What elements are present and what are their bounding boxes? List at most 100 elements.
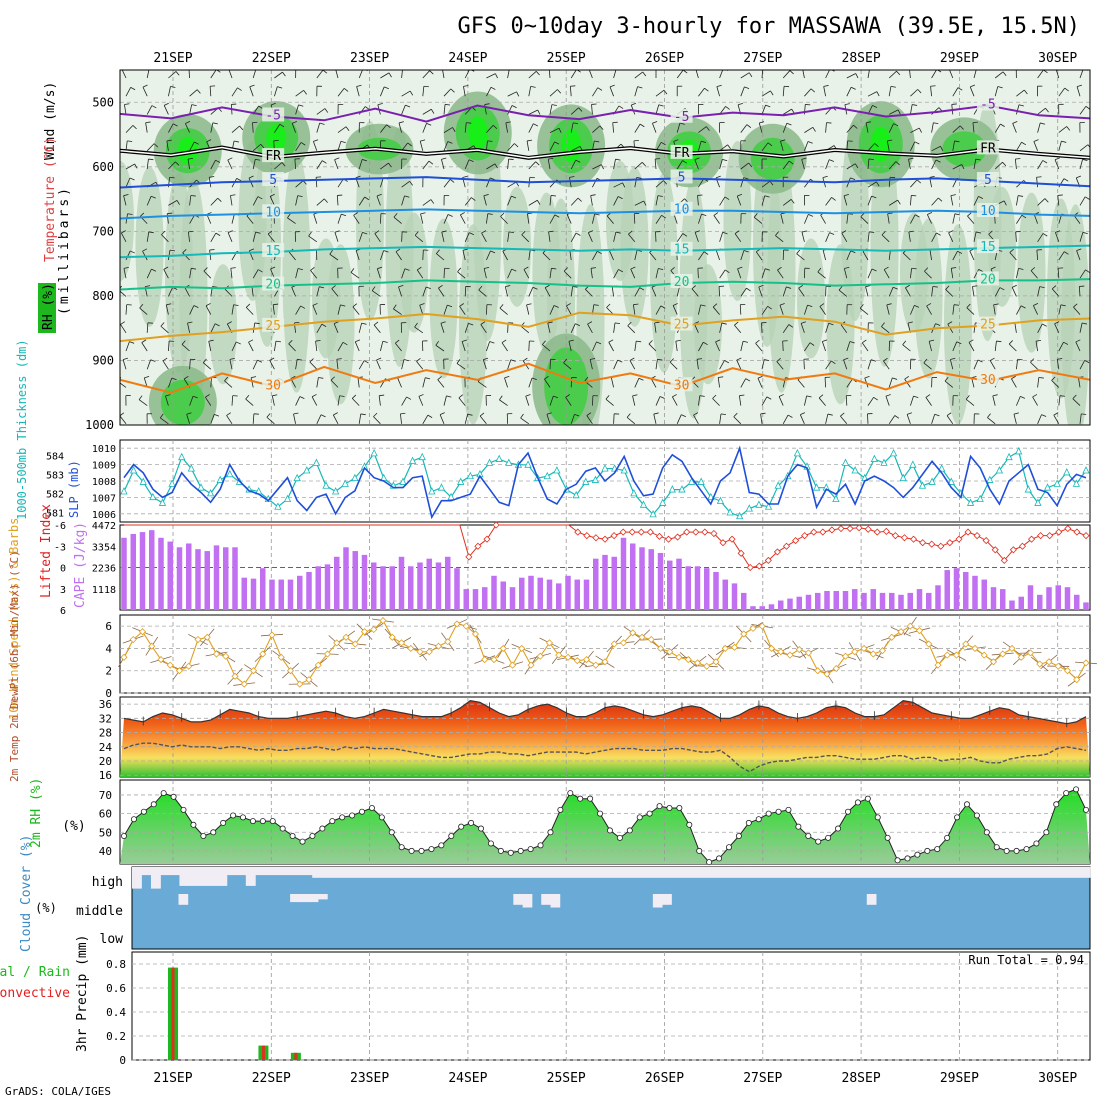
wind-speed-point	[314, 661, 322, 669]
wind-barb-flag	[734, 321, 739, 326]
wind-speed-point	[666, 648, 674, 656]
wind-barb-flag	[948, 230, 954, 234]
wind-barb-flag	[190, 195, 196, 197]
isotherm-label-bg	[670, 144, 693, 159]
wind-barb-flag	[1081, 322, 1088, 325]
wind-barb-flag	[300, 305, 306, 309]
li-point	[1073, 528, 1081, 536]
wind-barb	[401, 396, 407, 406]
wind-barb	[125, 163, 135, 170]
wind-barb	[182, 252, 190, 261]
wind-barb-flag	[893, 123, 899, 127]
wind-speed-point	[1045, 658, 1053, 666]
wind-barb-flag	[356, 84, 362, 87]
wind-barb	[655, 89, 665, 97]
wind-barb-flag	[122, 67, 127, 69]
wind-barb	[189, 104, 193, 115]
wind-speed-point	[656, 644, 665, 652]
cape-bar	[852, 589, 858, 610]
wind-barb-flag	[452, 127, 456, 132]
wind-speed-point	[323, 650, 332, 658]
wind-barb-flag	[355, 339, 361, 343]
wind-barb-flag	[715, 175, 721, 179]
wind-barb	[804, 141, 809, 151]
wind-barb-flag	[388, 162, 392, 168]
wind-barb	[1079, 106, 1087, 115]
wind-barb	[797, 379, 805, 388]
wind-barb	[910, 127, 920, 133]
wind-speed-point	[823, 670, 831, 678]
wind-barb	[146, 196, 152, 206]
wind-barb	[886, 140, 890, 151]
wind-barb	[460, 214, 466, 224]
wind-barb	[334, 232, 339, 242]
wind-barb	[777, 269, 784, 279]
wind-barb-flag	[531, 377, 537, 380]
wind-barb	[358, 323, 363, 333]
wind-barb-flag	[127, 140, 133, 142]
wind-barb	[800, 323, 805, 333]
wind-barb	[486, 87, 492, 97]
rh-point	[517, 847, 524, 854]
wind-barb-flag	[331, 285, 336, 289]
wind-barb-flag	[966, 303, 971, 308]
li-point	[873, 528, 881, 536]
wind-barb	[478, 289, 487, 297]
wind-barb-flag	[807, 141, 813, 144]
wind-barb	[397, 378, 402, 388]
cape-bar	[630, 543, 636, 610]
wind-barb	[761, 322, 763, 333]
wind-barb-flag	[682, 233, 688, 237]
cloud-high-bar	[596, 867, 607, 878]
wind-barb	[520, 326, 530, 334]
wind-barb	[401, 268, 406, 279]
cape-bar	[278, 579, 284, 610]
wind-speed-point	[619, 639, 628, 647]
wind-barb-flag	[639, 287, 645, 291]
wind-barb-flag	[724, 360, 730, 364]
wind-barb	[401, 231, 403, 242]
wind-barb	[1009, 252, 1017, 261]
wind-barb-flag	[887, 212, 893, 215]
wind-barb-flag	[618, 105, 624, 109]
wind-barb	[464, 323, 469, 333]
wind-barb-flag	[822, 339, 828, 342]
wind-barb	[138, 399, 148, 406]
wind-barb-flag	[599, 125, 604, 130]
wind-barb	[358, 232, 363, 242]
wind-barb-flag	[420, 139, 426, 142]
thickness-point	[726, 508, 734, 516]
wind-barb-flag	[442, 67, 447, 68]
rh-point	[815, 838, 822, 845]
rh-point	[1043, 829, 1050, 836]
isotherm-label-bg	[976, 316, 999, 331]
cloud-high-bar	[245, 867, 256, 886]
wind-barb	[655, 359, 658, 370]
wind-barb-flag	[786, 286, 792, 289]
wind-barb	[902, 344, 911, 352]
wind-barb	[210, 197, 219, 206]
wind-barb-flag	[324, 108, 329, 113]
rh-point	[587, 795, 594, 802]
wind-barb-flag	[151, 268, 157, 272]
wind-barb	[570, 70, 577, 79]
wind-speed-point	[934, 661, 942, 669]
wind-barb-flag	[311, 394, 317, 398]
wind-barb-flag	[446, 395, 452, 398]
thickness-point	[274, 502, 282, 510]
wind-barb-flag	[885, 394, 891, 397]
wind-barb-flag	[720, 413, 726, 415]
cape-bar	[713, 571, 719, 610]
wind-barb	[825, 413, 829, 424]
rh-point	[299, 838, 306, 845]
wind-barb-flag	[139, 304, 144, 309]
wind-barb	[592, 395, 594, 406]
cape-bar	[1018, 596, 1024, 610]
wind-barb	[801, 232, 805, 242]
wind-barb-flag	[929, 176, 935, 178]
thickness-point	[1053, 479, 1061, 487]
wind-barb-flag	[663, 180, 668, 185]
cloud-high-bar	[824, 867, 835, 878]
wind-barb-flag	[236, 341, 241, 345]
wind-barb	[291, 287, 296, 297]
